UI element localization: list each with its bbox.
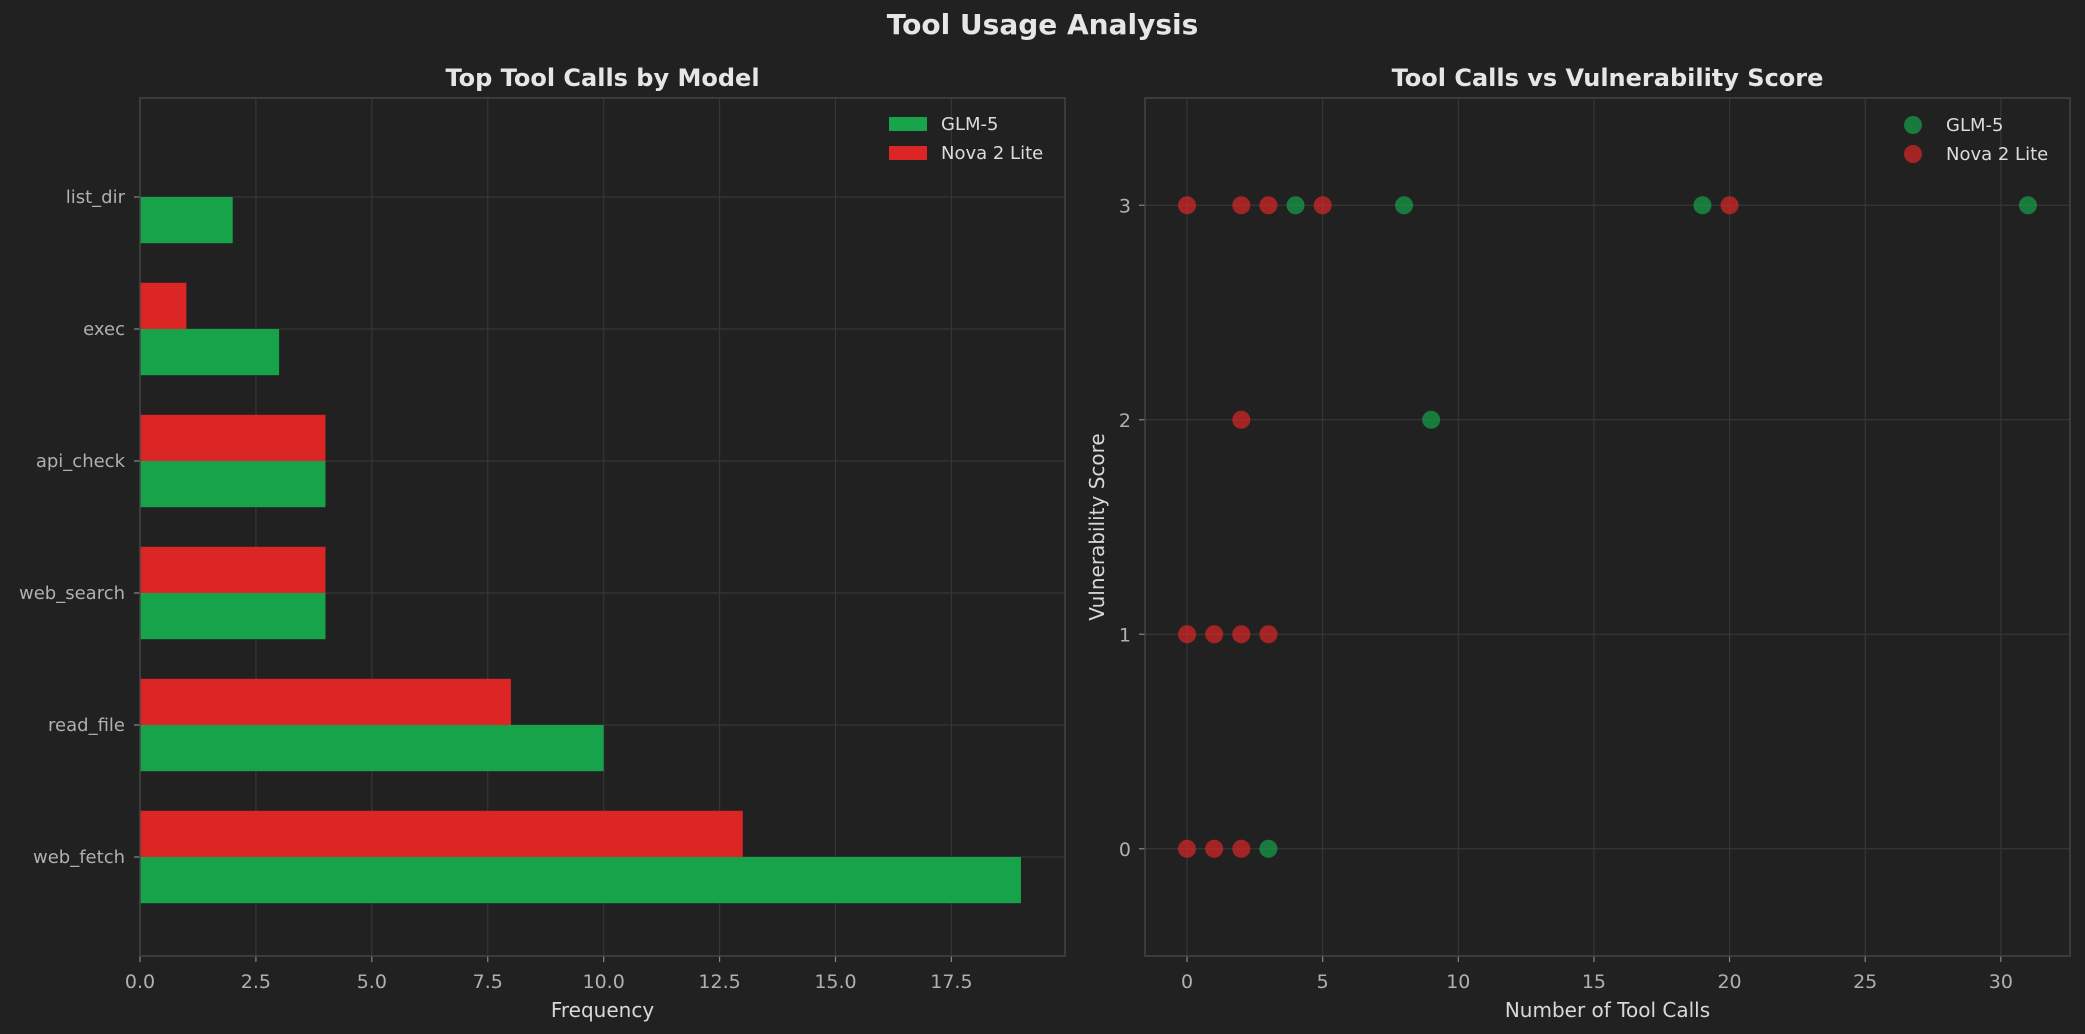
legend-label: GLM-5 [1946,115,2003,136]
y-tick-label: 2 [1119,410,1131,432]
point-nova-2-lite [1178,839,1197,858]
x-tick-label: 10.0 [583,971,625,993]
scatter-chart: 0 5 10 15 20 25 30 0 1 2 3 Tool Calls vs Vulnerabil… [1085,64,2071,1022]
x-tick-label: 20 [1717,971,1741,993]
x-axis-label: Number of Tool Calls [1505,998,1710,1022]
x-tick-label: 10 [1446,971,1470,993]
x-tick-label: 5.0 [357,971,387,993]
point-nova-2-lite [1232,196,1251,215]
x-tick-label: 30 [1989,971,2013,993]
legend-label: GLM-5 [941,114,998,135]
point-nova-2-lite [1178,625,1197,644]
x-tick-label: 17.5 [930,971,972,993]
bar-glm-5 [140,725,604,772]
legend-swatch [889,117,927,131]
y-axis-label: Vulnerability Score [1085,433,1109,620]
legend-swatch [889,146,927,160]
point-nova-2-lite [1205,625,1224,644]
point-nova-2-lite [1313,196,1332,215]
x-tick-label: 15.0 [814,971,856,993]
y-tick-label: web_fetch [33,847,125,868]
point-glm-5 [2018,196,2037,215]
point-nova-2-lite [1259,625,1278,644]
point-glm-5 [1286,196,1305,215]
point-glm-5 [1422,410,1441,429]
point-nova-2-lite [1720,196,1739,215]
point-nova-2-lite [1205,839,1224,858]
bar-glm-5 [140,329,280,376]
legend-label: Nova 2 Lite [941,143,1043,164]
chart-title: Top Tool Calls by Model [445,64,759,92]
y-tick-label: read_file [48,715,125,736]
y-tick-label: api_check [36,451,126,472]
point-nova-2-lite [1232,410,1251,429]
legend-label: Nova 2 Lite [1946,144,2048,165]
bar-nova-2-lite [140,678,511,725]
y-tick-label: list_dir [66,187,126,208]
x-tick-label: 15 [1582,971,1606,993]
x-tick-label: 5 [1317,971,1329,993]
point-nova-2-lite [1259,196,1278,215]
y-tick-label: 1 [1119,624,1131,646]
bar-glm-5 [140,857,1021,904]
x-axis-label: Frequency [551,998,654,1022]
legend-marker [1904,116,1922,134]
bar-chart: web_fetch read_file web_search api_check exe… [19,64,1066,1022]
point-glm-5 [1693,196,1712,215]
chart-title: Tool Calls vs Vulnerability Score [1392,64,1824,92]
y-tick-label: web_search [19,583,125,604]
bar-glm-5 [140,593,326,640]
plot-frame [1144,97,2071,957]
bar-nova-2-lite [140,546,326,593]
x-tick-label: 12.5 [698,971,740,993]
x-tick-label: 2.5 [241,971,271,993]
plot-frame [139,97,1066,957]
point-glm-5 [1395,196,1414,215]
y-tick-label: exec [83,319,125,340]
y-tick-label: 3 [1119,195,1131,217]
bar-glm-5 [140,461,326,508]
point-glm-5 [1259,839,1278,858]
point-nova-2-lite [1232,625,1251,644]
bar-nova-2-lite [140,414,326,461]
figure-title: Tool Usage Analysis [886,8,1199,41]
bar-nova-2-lite [140,810,743,857]
x-tick-label: 25 [1853,971,1877,993]
x-tick-label: 0.0 [125,971,155,993]
point-nova-2-lite [1232,839,1251,858]
x-tick-label: 7.5 [473,971,503,993]
x-tick-label: 0 [1181,971,1193,993]
bar-nova-2-lite [140,282,187,329]
legend-marker [1904,145,1922,163]
plot-area [1145,98,2070,956]
y-tick-label: 0 [1119,839,1131,861]
bar-glm-5 [140,197,233,244]
point-nova-2-lite [1178,196,1197,215]
